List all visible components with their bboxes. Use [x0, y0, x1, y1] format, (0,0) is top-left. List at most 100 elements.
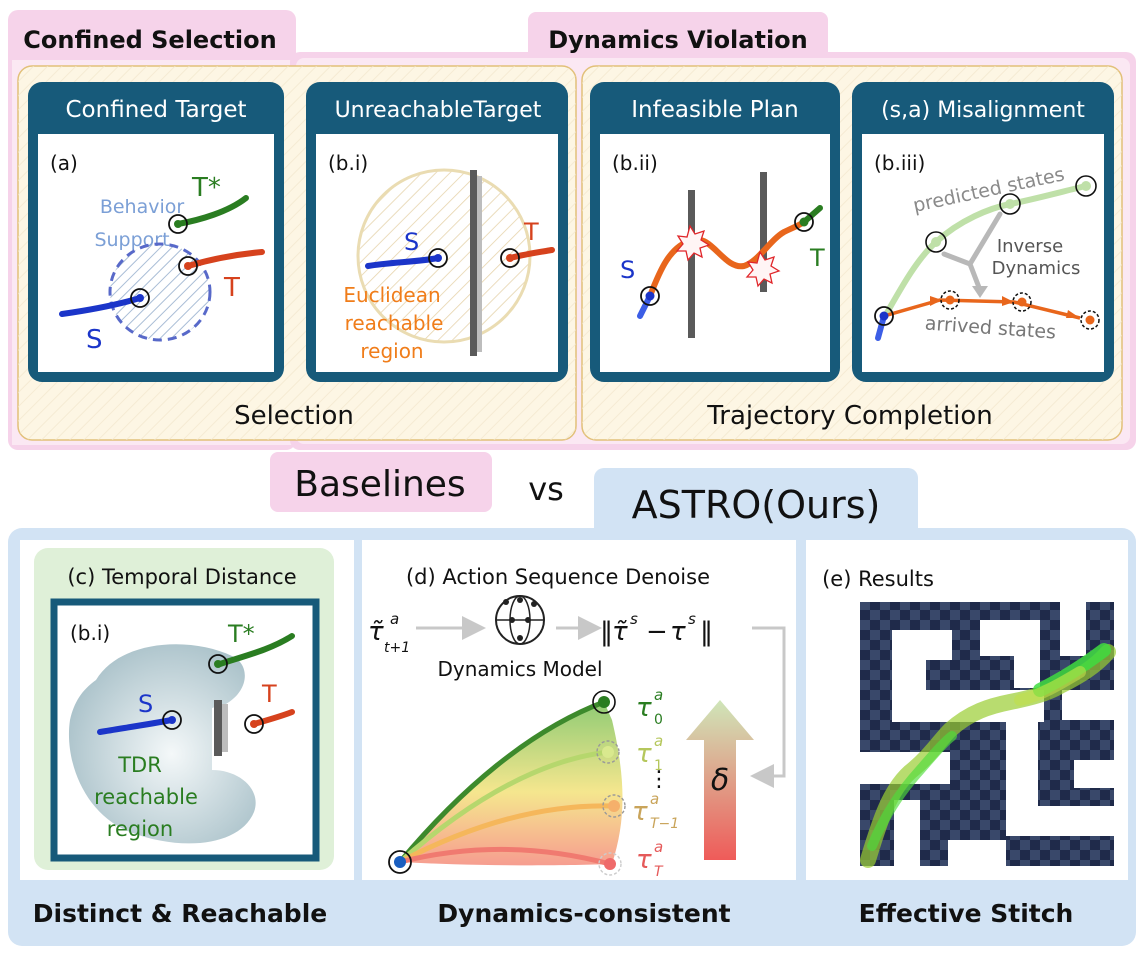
tdr-label-3: region: [107, 817, 173, 841]
s-label-a: S: [86, 325, 103, 355]
panel-bii-title: Infeasible Plan: [631, 97, 798, 123]
svg-text:τ̃: τ̃: [368, 617, 384, 647]
svg-text:‖: ‖: [700, 617, 713, 647]
dynamics-model-label: Dynamics Model: [437, 657, 602, 681]
vs-label: vs: [528, 470, 564, 508]
t-label-bi: T: [523, 218, 539, 246]
panel-a-title: Confined Target: [66, 97, 247, 123]
footer-dynamics-consistent: Dynamics-consistent: [437, 899, 730, 928]
network-globe-icon: [495, 595, 545, 645]
feedback-line: [750, 626, 786, 788]
trajectory-completion-label: Trajectory Completion: [706, 401, 993, 431]
inverse-dynamics-arrow: [941, 211, 1003, 293]
svg-text:τ: τ: [670, 617, 686, 647]
svg-text:τ̃: τ̃: [612, 617, 628, 647]
panel-bi-title: UnreachableTarget: [335, 98, 542, 123]
selection-label: Selection: [234, 401, 354, 431]
infeasible-trajectory: [647, 219, 807, 299]
t-star-trajectory: [175, 195, 249, 227]
panel-infeasible-plan: Infeasible Plan (b.ii) S T: [590, 82, 840, 382]
t-trajectory: [185, 249, 265, 269]
panel-confined-target: Confined Target (a) Behavior Support S T…: [28, 82, 284, 382]
s-label-bii: S: [620, 256, 635, 284]
tau-labels: τ a 0 τ a 1 ⋮ τ a T−1 τ a T: [632, 686, 679, 880]
astro-badge: ASTRO(Ours): [594, 468, 918, 540]
svg-text:τ: τ: [636, 845, 652, 875]
t-label-bii: T: [809, 244, 825, 272]
svg-text:a: a: [654, 732, 663, 750]
stitched-trajectory: [860, 643, 1116, 868]
svg-text:T−1: T−1: [650, 816, 679, 832]
inverse-label: Inverse: [997, 236, 1063, 257]
panel-c-tag: (b.i): [70, 621, 110, 645]
norm-formula: ‖ τ̃ s − τ s ‖: [600, 610, 713, 647]
panel-d-title: (d) Action Sequence Denoise: [406, 565, 710, 589]
wall-1: [688, 190, 695, 338]
panel-c-title: (c) Temporal Distance: [67, 565, 296, 589]
svg-text:τ: τ: [636, 693, 652, 723]
svg-text:0: 0: [654, 712, 663, 728]
svg-text:a: a: [654, 686, 663, 704]
svg-text:a: a: [654, 838, 663, 856]
panel-results: (e) Results: [806, 540, 1128, 880]
svg-text:1: 1: [654, 758, 663, 774]
svg-text:a: a: [650, 790, 659, 808]
s-trajectory-bi: [365, 255, 441, 269]
region-label-2: reachable: [345, 311, 444, 335]
behavior-support-region: [108, 242, 212, 342]
region-label-3: region: [360, 339, 423, 363]
s-trajectory: [59, 295, 143, 317]
wall-c: [214, 700, 222, 756]
baselines-label: Baselines: [294, 464, 465, 505]
svg-text:τ: τ: [636, 739, 652, 769]
confined-selection-header: Confined Selection: [23, 26, 276, 54]
svg-text:τ: τ: [632, 797, 648, 827]
footer-effective: Effective Stitch: [859, 899, 1074, 928]
wall-2: [760, 172, 767, 292]
astro-label: ASTRO(Ours): [632, 483, 881, 527]
panel-a-tag: (a): [50, 151, 78, 175]
tdr-label-2: reachable: [94, 785, 198, 809]
s-label-c: S: [138, 690, 153, 718]
baselines-badge: Baselines: [270, 452, 492, 512]
tdr-label-1: TDR: [117, 753, 162, 777]
delta-label: δ: [711, 763, 729, 798]
svg-text:t+1: t+1: [384, 640, 410, 656]
panel-bii-tag: (b.ii): [612, 151, 658, 175]
delta-arrow: [686, 700, 754, 860]
dynamics-violation-header: Dynamics Violation: [548, 26, 808, 54]
panel-action-sequence-denoise: (d) Action Sequence Denoise τ̃ a t+1 Dyn…: [362, 540, 796, 880]
panel-biii-tag: (b.iii): [874, 151, 925, 175]
panel-biii-title: (s,a) Misalignment: [881, 98, 1085, 123]
svg-text:s: s: [630, 610, 638, 628]
arrived-path: [883, 298, 1081, 320]
t-trajectory-bi: [507, 247, 555, 261]
svg-text:T: T: [654, 864, 664, 880]
panel-unreachable-target: UnreachableTarget (b.i) S T Euclidean re…: [306, 82, 568, 382]
collision-burst-2: [745, 250, 781, 288]
svg-text:‖: ‖: [600, 617, 613, 647]
collision-burst-1: [675, 224, 711, 262]
tau-tilde-formula: τ̃ a t+1: [368, 610, 410, 656]
t-label-c: T: [261, 680, 277, 708]
t-star-label-a: T*: [191, 173, 221, 203]
footer-distinct: Distinct & Reachable: [33, 899, 327, 928]
t-label-a: T: [223, 273, 240, 303]
tdr-region: [68, 644, 256, 844]
s-label-bi: S: [404, 228, 419, 256]
behavior-support-label-1: Behavior: [100, 196, 185, 218]
t-star-label-c: T*: [227, 620, 255, 648]
maze-map: [860, 602, 1114, 866]
svg-text:a: a: [390, 610, 399, 628]
panel-temporal-distance: (c) Temporal Distance (b.i) S T* T TDR r…: [20, 540, 354, 880]
region-label-1: Euclidean: [343, 283, 440, 307]
svg-text:−: −: [646, 617, 668, 647]
panel-e-title: (e) Results: [822, 567, 934, 591]
dynamics-label: Dynamics: [992, 258, 1081, 279]
wall: [470, 170, 477, 356]
svg-text:s: s: [688, 610, 696, 628]
panel-bi-tag: (b.i): [328, 151, 368, 175]
panel-sa-misalignment: (s,a) Misalignment (b.iii) predicted sta…: [852, 82, 1114, 382]
